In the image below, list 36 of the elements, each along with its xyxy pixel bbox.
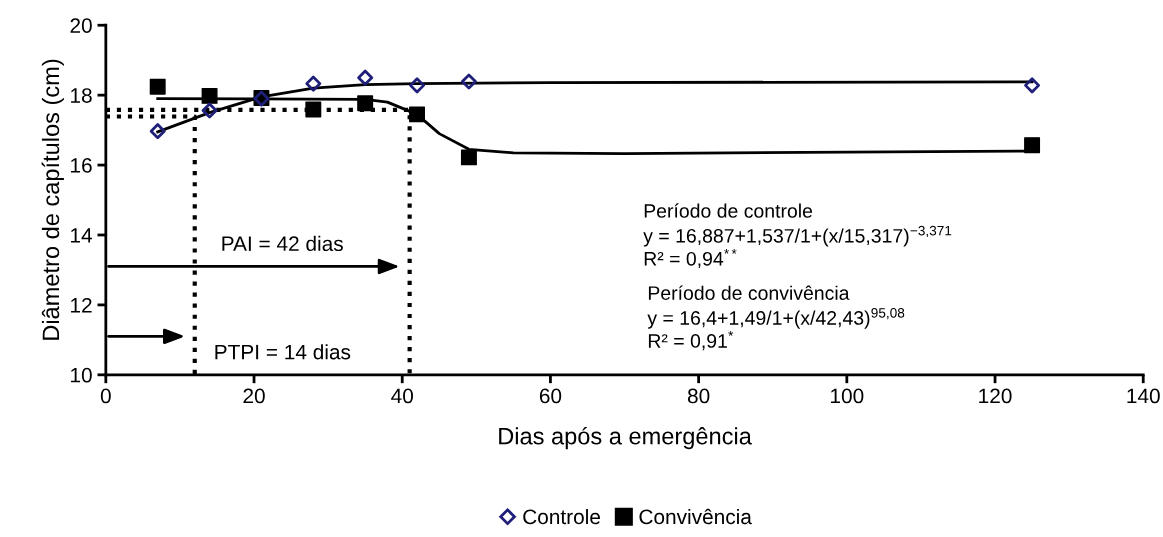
point [201,87,218,104]
y-tick-label: 18 [71,88,92,103]
y-tick-label: 12 [71,297,92,313]
point [1024,137,1041,154]
x-tick-label: 120 [979,388,1012,404]
x-tick-label: 140 [1127,388,1160,404]
legend-label: Controle [523,508,600,525]
x-tick-label: 0 [100,388,111,404]
point [1024,77,1041,94]
point [149,123,166,140]
x-tick-label: 20 [243,388,265,404]
point [409,106,426,123]
point [409,77,426,94]
point [305,75,322,92]
x-tick-label: 100 [831,388,864,404]
point [305,101,322,118]
y-tick-label: 16 [71,158,92,173]
point [201,102,218,119]
annotation: PTPI = 14 dias [215,344,351,360]
x-tick-label: 40 [391,388,413,404]
y-tick-label: 20 [70,18,92,33]
legend-label: Convivência [639,508,752,525]
point [149,78,166,95]
text: Período de convivência y = 16,4+1,49/1+(x/42,43)$^{95,08}$ R² = 0,91$^{*}$ [647,285,905,351]
y-tick-label: 10 [71,367,92,383]
point [357,69,374,86]
x-tick-label: 60 [539,388,562,404]
point [460,149,477,166]
point [357,95,374,112]
x-axis-title: Dias após a emergência [499,426,752,450]
x-tick-label: 80 [687,388,710,404]
point [460,73,477,90]
y-axis-title: Diâmetro de capítulos (cm) [41,59,64,340]
y-tick-label: 14 [71,228,93,243]
annotation: PAI = 42 dias [222,235,343,252]
text: Período de controle y = 16,887+1,537/1+(x/15,317)$^{−3,371}$ R² = 0,94$^{**}$ [643,203,952,268]
